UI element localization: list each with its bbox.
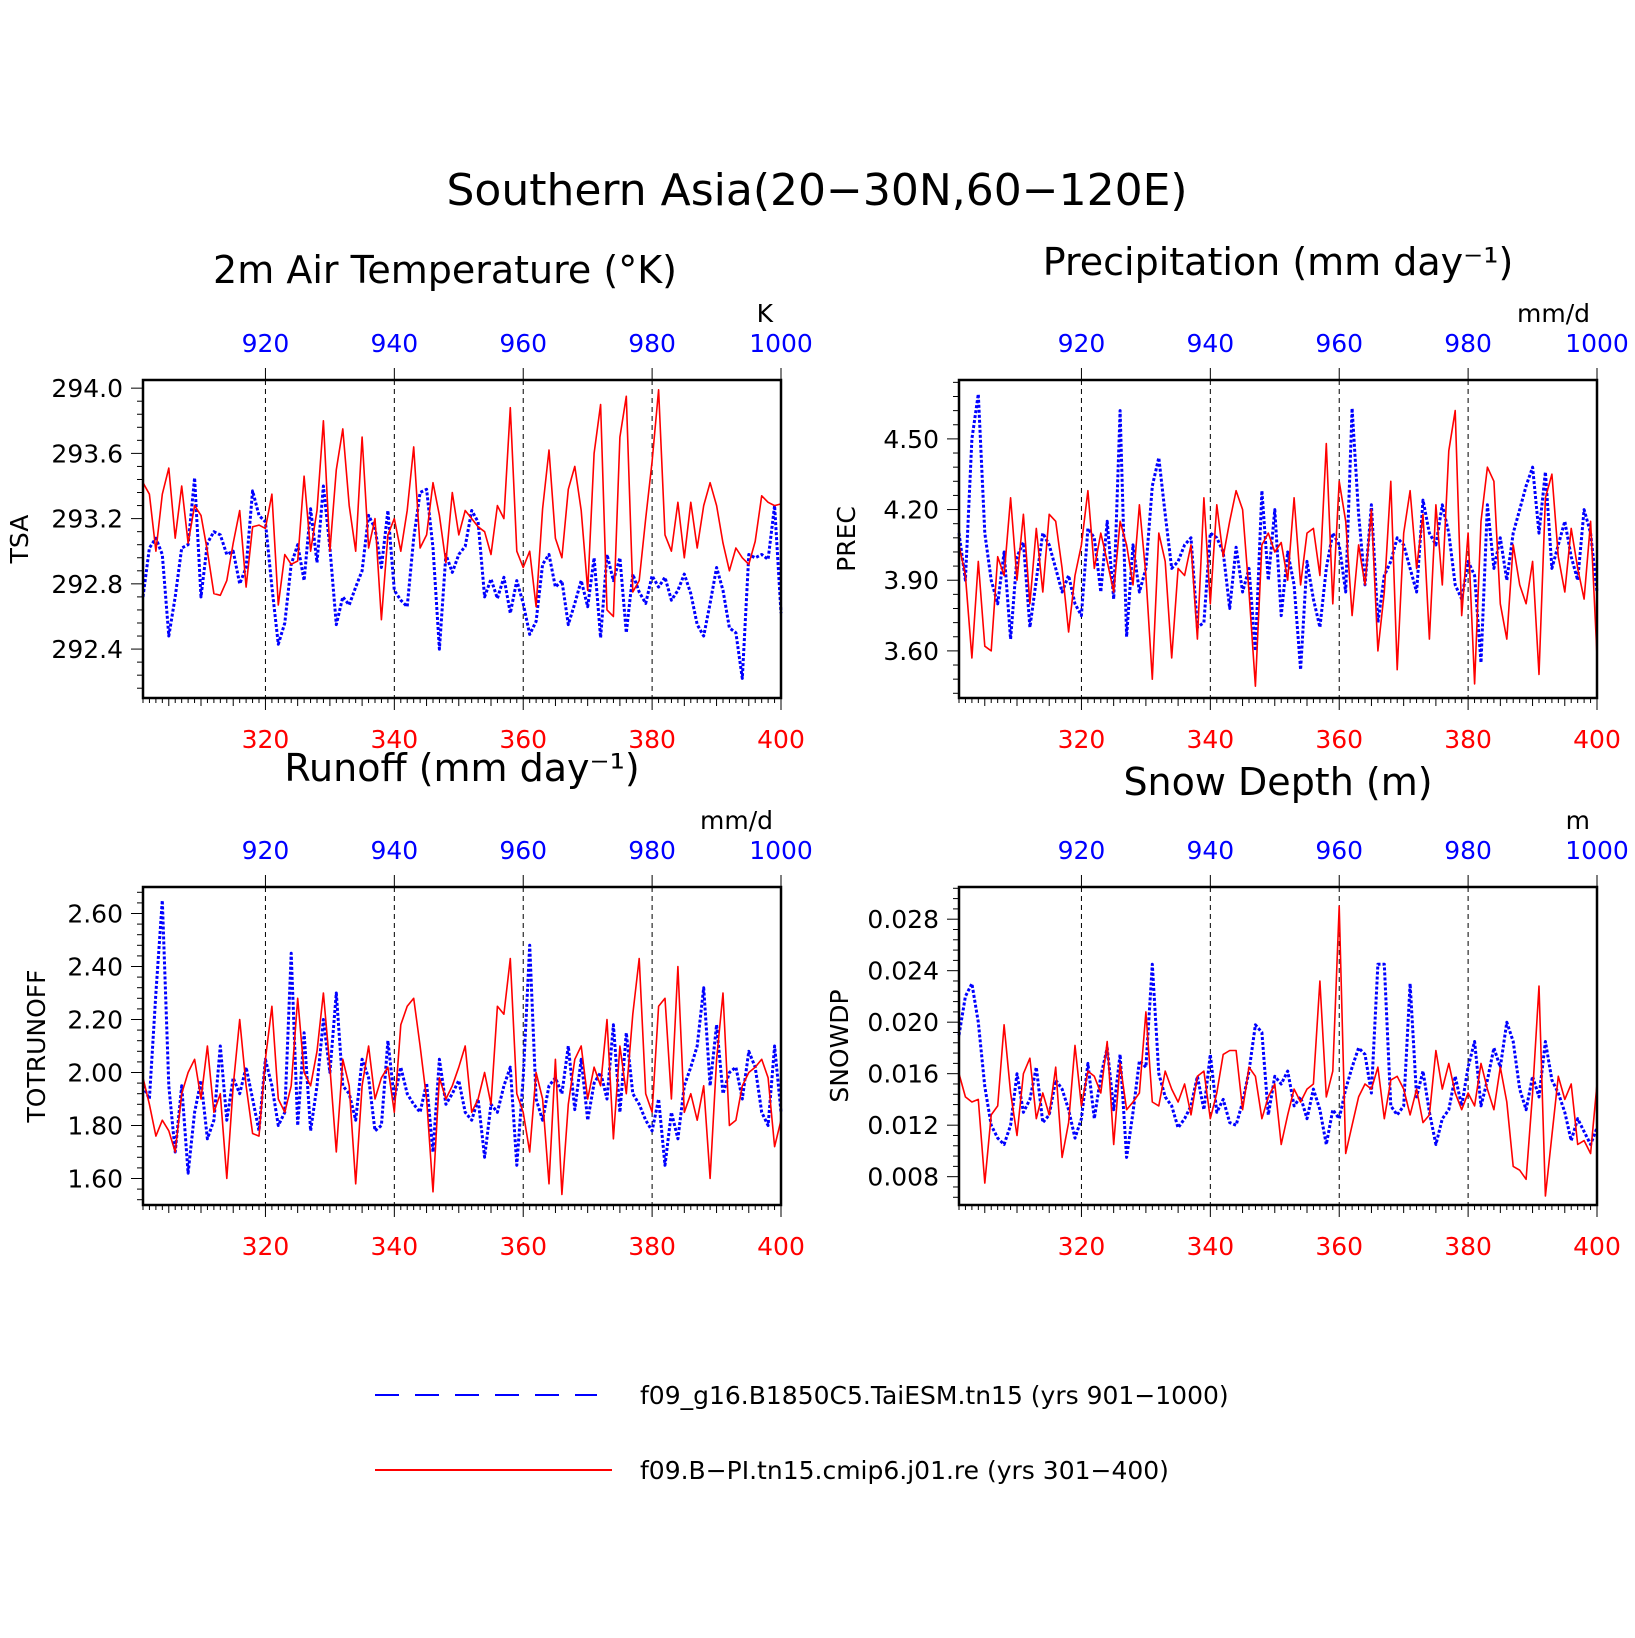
unit-label-tsa: K <box>757 299 774 328</box>
top-tick-label-runoff-2: 960 <box>499 836 547 865</box>
top-tick-label-snowdp-4: 1000 <box>1565 836 1629 865</box>
bottom-tick-label-tsa-1: 340 <box>370 725 418 754</box>
series-line-runoff-red <box>142 957 782 1196</box>
bottom-tick-label-tsa-2: 360 <box>499 725 547 754</box>
panel-prec: Precipitation (mm day⁻¹)mm/d PREC 320 340 36… <box>832 240 1629 754</box>
bottom-tick-label-runoff-3: 380 <box>628 1232 676 1261</box>
bottom-tick-label-prec-3: 380 <box>1444 725 1492 754</box>
plot-frame-tsa <box>141 378 783 700</box>
y-axis-label-snowdp: SNOWDP <box>825 989 854 1102</box>
top-tick-label-prec-0: 920 <box>1058 329 1106 358</box>
top-tick-label-tsa-0: 920 <box>242 329 290 358</box>
unit-label-snowdp: m <box>1566 806 1590 835</box>
y-axis-label-runoff: TOTRUNOFF <box>22 969 51 1123</box>
top-tick-label-prec-3: 980 <box>1444 329 1492 358</box>
panel-title-prec: Precipitation (mm day⁻¹) <box>1043 240 1514 284</box>
top-tick-label-runoff-1: 940 <box>370 836 418 865</box>
series-line-prec-blue <box>957 392 1599 672</box>
y-axis-label-tsa: TSA <box>5 515 34 565</box>
top-tick-label-snowdp-1: 940 <box>1186 836 1234 865</box>
y-tick-label-snowdp-2: 0.016 <box>867 1060 939 1089</box>
bottom-tick-label-runoff-4: 400 <box>757 1232 805 1261</box>
legend-label-cmip6: f09.B−PI.tn15.cmip6.j01.re (yrs 301−400) <box>640 1456 1169 1485</box>
top-tick-label-snowdp-3: 980 <box>1444 836 1492 865</box>
top-tick-label-runoff-3: 980 <box>628 836 676 865</box>
bottom-tick-label-runoff-2: 360 <box>499 1232 547 1261</box>
y-tick-label-tsa-4: 294.0 <box>51 374 123 403</box>
panel-snowdp: Snow Depth (m) m SNOWDP 320 340 360 380 400 920 9… <box>825 760 1629 1261</box>
top-tick-label-runoff-0: 920 <box>242 836 290 865</box>
bottom-tick-label-snowdp-4: 400 <box>1573 1232 1621 1261</box>
bottom-tick-label-tsa-4: 400 <box>757 725 805 754</box>
y-tick-label-prec-3: 4.50 <box>883 425 939 454</box>
y-tick-label-prec-1: 3.90 <box>883 566 939 595</box>
unit-label-runoff: mm/d <box>700 806 773 835</box>
y-tick-label-runoff-1: 1.80 <box>67 1112 123 1141</box>
y-tick-label-prec-2: 4.20 <box>883 496 939 525</box>
top-tick-label-runoff-4: 1000 <box>749 836 813 865</box>
y-axis-label-prec: PREC <box>832 506 861 572</box>
y-tick-label-tsa-3: 293.6 <box>51 439 123 468</box>
series-line-runoff-blue <box>141 898 783 1175</box>
y-tick-label-tsa-0: 292.4 <box>51 635 123 664</box>
legend: f09_g16.B1850C5.TaiESM.tn15 (yrs 901−100… <box>375 1381 1229 1485</box>
panel-title-snowdp: Snow Depth (m) <box>1123 760 1432 804</box>
bottom-tick-label-prec-1: 340 <box>1186 725 1234 754</box>
legend-label-taiesm: f09_g16.B1850C5.TaiESM.tn15 (yrs 901−100… <box>640 1381 1229 1410</box>
y-tick-label-runoff-4: 2.40 <box>67 953 123 982</box>
top-tick-label-snowdp-0: 920 <box>1058 836 1106 865</box>
top-tick-label-tsa-2: 960 <box>499 329 547 358</box>
y-tick-label-prec-0: 3.60 <box>883 637 939 666</box>
bottom-tick-label-snowdp-1: 340 <box>1186 1232 1234 1261</box>
series-line-tsa-blue <box>141 476 783 680</box>
top-tick-label-tsa-1: 940 <box>370 329 418 358</box>
series-line-snowdp-red <box>958 905 1598 1197</box>
top-tick-label-tsa-3: 980 <box>628 329 676 358</box>
y-tick-label-tsa-1: 292.8 <box>51 570 123 599</box>
series-line-tsa-red <box>142 388 782 621</box>
top-tick-label-snowdp-2: 960 <box>1315 836 1363 865</box>
bottom-tick-label-snowdp-2: 360 <box>1315 1232 1363 1261</box>
panel-title-tsa: 2m Air Temperature (°K) <box>213 248 677 292</box>
bottom-tick-label-snowdp-3: 380 <box>1444 1232 1492 1261</box>
bottom-tick-label-prec-2: 360 <box>1315 725 1363 754</box>
series-line-prec-red <box>958 409 1598 688</box>
y-tick-label-snowdp-0: 0.008 <box>867 1163 939 1192</box>
y-tick-label-runoff-5: 2.60 <box>67 900 123 929</box>
top-tick-label-prec-1: 940 <box>1186 329 1234 358</box>
series-line-snowdp-blue <box>957 962 1599 1159</box>
bottom-tick-label-runoff-1: 340 <box>370 1232 418 1261</box>
panel-tsa: 2m Air Temperature (°K) K TSA 320 340 360 380 4… <box>5 248 813 754</box>
panels: 2m Air Temperature (°K) K TSA 320 340 360 380 4… <box>5 240 1629 1261</box>
y-tick-label-runoff-2: 2.00 <box>67 1059 123 1088</box>
bottom-tick-label-prec-4: 400 <box>1573 725 1621 754</box>
y-tick-label-snowdp-4: 0.024 <box>867 957 939 986</box>
bottom-tick-label-runoff-0: 320 <box>242 1232 290 1261</box>
y-tick-label-tsa-2: 293.2 <box>51 505 123 534</box>
plot-frame-snowdp <box>957 885 1599 1207</box>
panel-title-runoff: Runoff (mm day⁻¹) <box>284 746 639 790</box>
top-tick-label-prec-2: 960 <box>1315 329 1363 358</box>
plot-frame-prec <box>957 378 1599 700</box>
figure-title: Southern Asia(20−30N,60−120E) <box>446 165 1187 216</box>
bottom-tick-label-prec-0: 320 <box>1058 725 1106 754</box>
plot-frame-runoff <box>141 885 783 1207</box>
bottom-tick-label-snowdp-0: 320 <box>1058 1232 1106 1261</box>
top-tick-label-prec-4: 1000 <box>1565 329 1629 358</box>
top-tick-label-tsa-4: 1000 <box>749 329 813 358</box>
bottom-tick-label-tsa-3: 380 <box>628 725 676 754</box>
y-tick-label-snowdp-5: 0.028 <box>867 905 939 934</box>
panel-runoff: Runoff (mm day⁻¹) mm/d TOTRUNOFF 320 340 360 3… <box>22 746 813 1261</box>
y-tick-label-runoff-0: 1.60 <box>67 1165 123 1194</box>
bottom-tick-label-tsa-0: 320 <box>242 725 290 754</box>
y-tick-label-snowdp-3: 0.020 <box>867 1008 939 1037</box>
y-tick-label-runoff-3: 2.20 <box>67 1006 123 1035</box>
y-tick-label-snowdp-1: 0.012 <box>867 1111 939 1140</box>
unit-label-prec: mm/d <box>1517 299 1590 328</box>
